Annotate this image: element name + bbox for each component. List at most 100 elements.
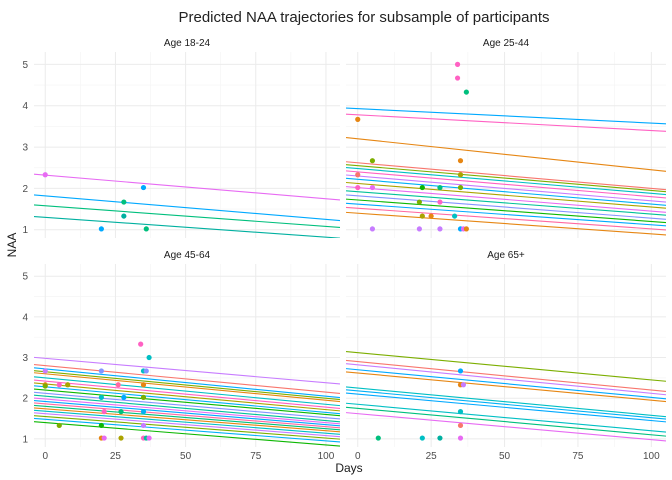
trajectory-line (346, 170, 666, 199)
facet-panel-4: Age 65+ 0 25 50 75 100 (346, 250, 666, 462)
data-point (375, 435, 381, 441)
data-point (42, 172, 48, 178)
facet-strip-label: Age 45-64 (164, 250, 211, 261)
trajectory-lines (346, 351, 666, 442)
x-tick-label: 100 (318, 451, 335, 462)
trajectory-line (346, 113, 666, 132)
data-point (121, 213, 127, 219)
data-point (143, 226, 149, 232)
trajectory-line (34, 415, 340, 440)
trajectory-line (346, 177, 666, 206)
data-point (138, 341, 144, 347)
y-tick-label: 5 (22, 60, 28, 71)
trajectory-line (34, 367, 340, 399)
data-point (98, 226, 104, 232)
trajectory-line (34, 370, 340, 401)
trajectory-line (34, 204, 340, 229)
data-point (140, 409, 147, 415)
data-point (457, 435, 464, 441)
data-point (56, 382, 62, 388)
trajectory-line (346, 137, 666, 172)
data-point (454, 75, 461, 81)
data-point (457, 184, 464, 191)
trajectory-line (34, 376, 340, 407)
trajectory-line (346, 402, 666, 433)
y-tick-label: 2 (22, 184, 28, 195)
data-point (369, 184, 376, 191)
data-point (457, 158, 464, 164)
trajectory-line (34, 394, 340, 423)
data-point (143, 368, 149, 374)
trajectory-line (34, 399, 340, 427)
chart-title: Predicted NAA trajectories for subsample… (178, 9, 549, 26)
trajectory-line (34, 364, 340, 394)
trajectory-line (346, 211, 666, 236)
data-point (369, 226, 376, 232)
data-point (98, 368, 104, 374)
trajectory-line (346, 167, 666, 196)
data-point (121, 199, 127, 205)
trajectory-line (346, 359, 666, 393)
x-tick-label: 50 (499, 451, 511, 462)
data-point (118, 409, 124, 415)
trajectory-line (34, 385, 340, 415)
x-tick-label: 75 (250, 451, 262, 462)
trajectory-line (346, 194, 666, 220)
trajectory-lines (34, 356, 340, 447)
data-point (369, 158, 376, 164)
trajectory-line (34, 391, 340, 420)
trajectory-line (346, 161, 666, 191)
data-point (42, 383, 48, 389)
facet-panel-2: Age 25-44 (346, 38, 666, 238)
data-point (355, 184, 361, 191)
trajectory-line (346, 198, 666, 224)
data-point (416, 226, 422, 232)
y-tick-label: 5 (22, 272, 28, 283)
trajectory-line (34, 404, 340, 431)
x-tick-label: 100 (643, 451, 660, 462)
trajectory-line (346, 181, 666, 209)
x-tick-label: 25 (110, 451, 122, 462)
data-point (454, 61, 461, 67)
x-tick-label: 75 (572, 451, 584, 462)
y-tick-label: 4 (22, 312, 28, 323)
trajectory-line (34, 397, 340, 425)
data-point (437, 435, 443, 441)
x-tick-label: 0 (355, 451, 361, 462)
data-point (437, 199, 443, 205)
data-point (56, 422, 62, 429)
data-point (457, 368, 464, 374)
data-point (98, 394, 104, 400)
data-point (460, 382, 467, 388)
data-point (140, 422, 147, 429)
trajectory-line (346, 164, 666, 193)
data-point (101, 409, 107, 415)
trajectory-line (34, 421, 340, 447)
y-tick-label: 1 (22, 434, 28, 445)
facet-strip-label: Age 65+ (487, 250, 525, 261)
data-point (416, 199, 422, 205)
trajectory-line (34, 215, 340, 238)
trajectory-line (34, 417, 340, 443)
y-tick-label: 1 (22, 225, 28, 236)
data-point (437, 184, 443, 191)
data-point (355, 116, 361, 122)
data-point (463, 89, 469, 95)
data-point (140, 382, 147, 388)
data-point (437, 226, 443, 232)
trajectory-line (34, 372, 340, 403)
trajectory-line (346, 202, 666, 227)
trajectory-line (346, 174, 666, 203)
trajectory-line (346, 351, 666, 382)
x-tick-label: 0 (42, 451, 48, 462)
data-point (101, 435, 107, 441)
data-point (457, 409, 464, 415)
data-point (118, 435, 124, 441)
data-point (463, 226, 469, 232)
facet-strip-label: Age 18-24 (164, 38, 211, 49)
trajectory-line (346, 389, 666, 420)
trajectory-line (346, 190, 666, 216)
